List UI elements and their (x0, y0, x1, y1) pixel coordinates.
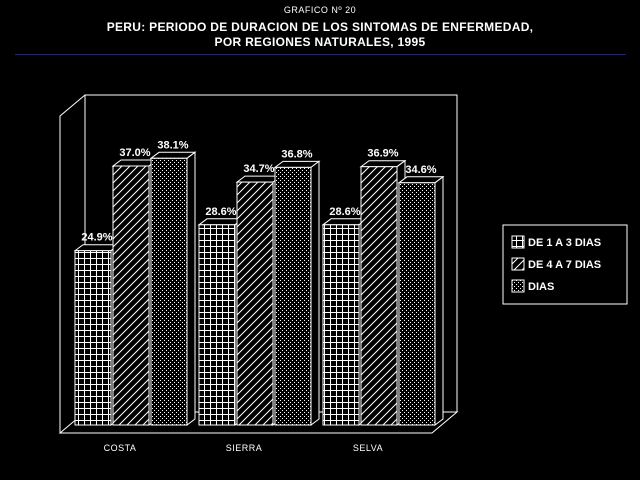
bar-sierra-2 (235, 175, 283, 426)
legend-label-3: DIAS (528, 281, 554, 293)
bar-selva-3 (397, 175, 445, 426)
bar-front-face (360, 166, 398, 426)
legend-swatch-1 (511, 235, 525, 249)
bar-front-face (398, 182, 436, 426)
category-label-sierra: SIERRA (226, 443, 263, 453)
value-label: 28.6% (329, 206, 360, 218)
bar-side-face (310, 160, 320, 426)
bar-front-face (150, 157, 188, 426)
bar-group (73, 151, 445, 426)
legend-swatch-2 (511, 257, 525, 271)
bar-sierra-1 (197, 217, 245, 426)
category-label-selva: SELVA (353, 443, 383, 453)
bar-sierra-3 (273, 160, 321, 426)
value-labels: 24.9% 37.0% 38.1% 28.6% 34.7% 36.8% 28.6% 36.9%… (81, 139, 436, 243)
value-label: 34.6% (405, 164, 436, 176)
bar-side-face (434, 175, 444, 426)
value-label: 38.1% (157, 139, 188, 151)
category-labels: COSTA SIERRA SELVA (104, 443, 383, 453)
legend-swatch-3 (511, 279, 525, 293)
value-label: 24.9% (81, 232, 112, 244)
bar-costa-3 (149, 151, 197, 426)
legend-label-2: DE 4 A 7 DIAS (528, 259, 601, 271)
chart-supertitle: GRAFICO Nº 20 (283, 5, 357, 15)
bar-front-face (322, 224, 360, 426)
value-label: 28.6% (205, 206, 236, 218)
value-label: 36.9% (367, 148, 398, 160)
legend: DE 1 A 3 DIAS DE 4 A 7 DIAS DIAS (502, 224, 628, 305)
bar-front-face (198, 224, 236, 426)
bar-front-face (74, 250, 112, 426)
title-divider (15, 54, 626, 55)
legend-label-1: DE 1 A 3 DIAS (528, 237, 601, 249)
bar-front-face (112, 165, 150, 426)
value-label: 36.8% (281, 148, 312, 160)
bar-selva-1 (321, 217, 369, 426)
bar-front-face (274, 166, 312, 426)
left-wall (59, 94, 86, 433)
value-label: 37.0% (119, 147, 150, 159)
bar-front-face (236, 181, 274, 426)
bar-side-face (186, 151, 196, 426)
chart-title-line2: POR REGIONES NATURALES, 1995 (214, 35, 426, 49)
chart-title-line1: PERU: PERIODO DE DURACION DE LOS SINTOMA… (106, 20, 534, 34)
bar-costa-1 (73, 243, 121, 426)
category-label-costa: COSTA (104, 443, 137, 453)
bar-costa-2 (111, 159, 159, 426)
bar-selva-2 (359, 159, 407, 426)
value-label: 34.7% (243, 163, 274, 175)
